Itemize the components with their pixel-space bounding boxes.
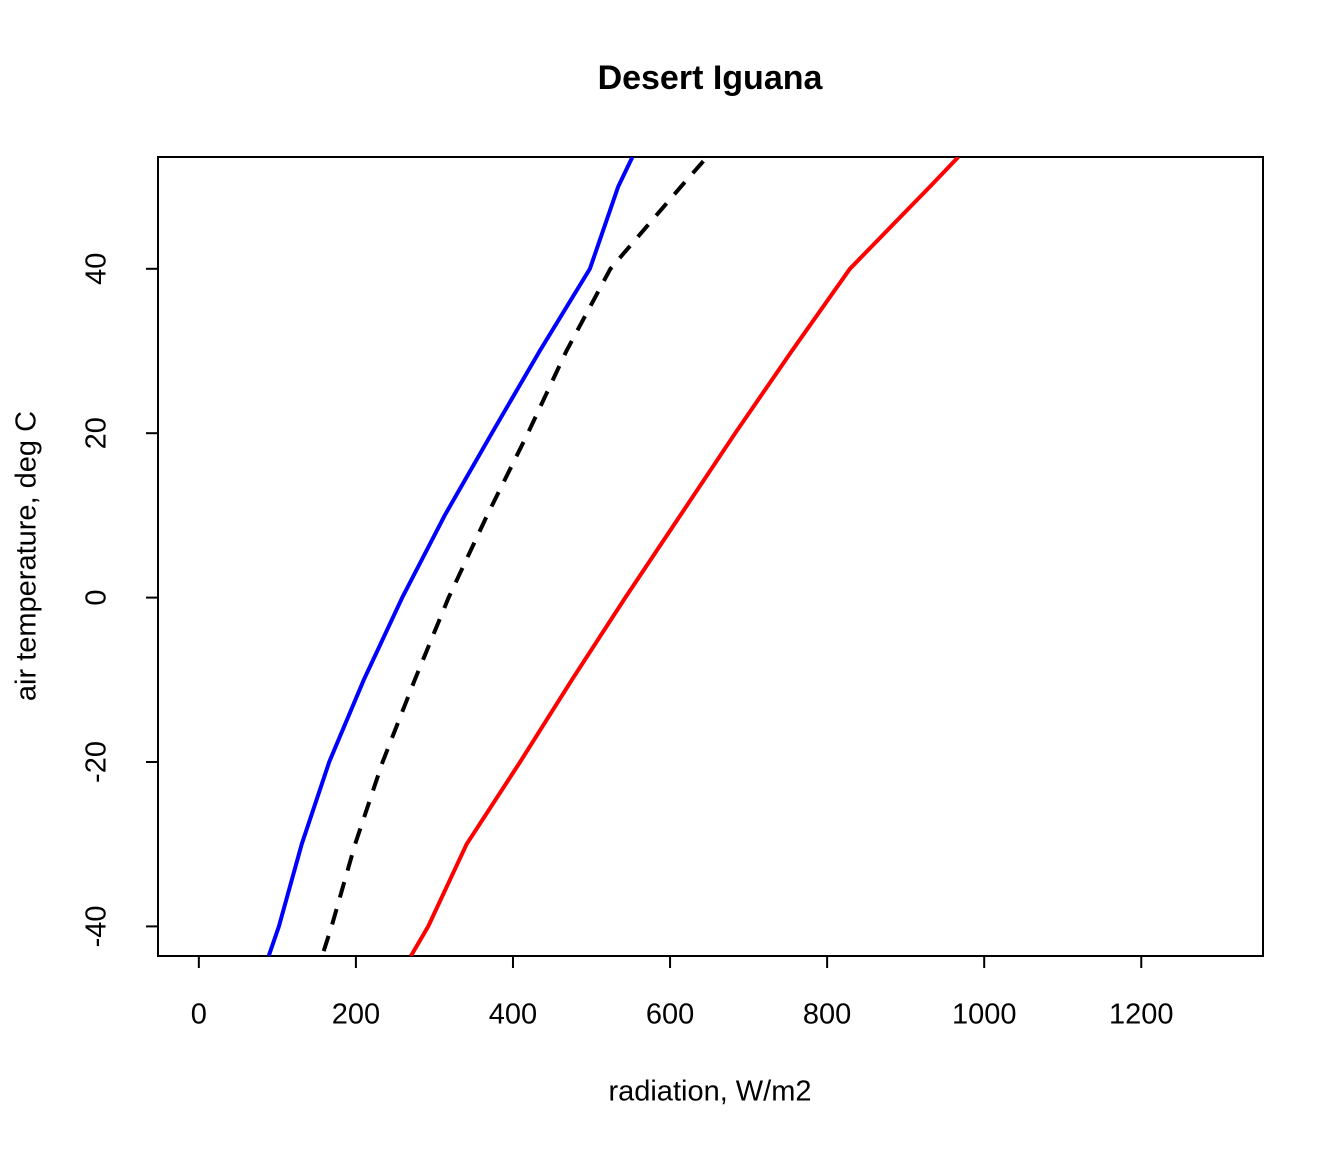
- x-tick-label: 800: [803, 999, 851, 1031]
- series-line: [266, 157, 635, 956]
- x-tick-label: 200: [332, 999, 380, 1031]
- series-line: [321, 157, 709, 952]
- x-tick-label: 600: [646, 999, 694, 1031]
- x-tick-label: 400: [489, 999, 537, 1031]
- x-tick-label: 1200: [1109, 999, 1174, 1031]
- y-axis-label: air temperature, deg C: [11, 411, 43, 701]
- chart-title: Desert Iguana: [598, 59, 824, 97]
- y-tick-label: -40: [81, 905, 113, 947]
- series-line: [409, 157, 960, 956]
- x-axis-label: radiation, W/m2: [608, 1076, 811, 1108]
- y-tick-label: 40: [81, 253, 113, 285]
- plot-frame: [157, 156, 1264, 957]
- y-tick-label: -20: [81, 741, 113, 783]
- y-tick-label: 20: [81, 417, 113, 449]
- x-tick-label: 1000: [952, 999, 1017, 1031]
- x-tick-label: 0: [191, 999, 207, 1031]
- y-tick-label: 0: [81, 590, 113, 606]
